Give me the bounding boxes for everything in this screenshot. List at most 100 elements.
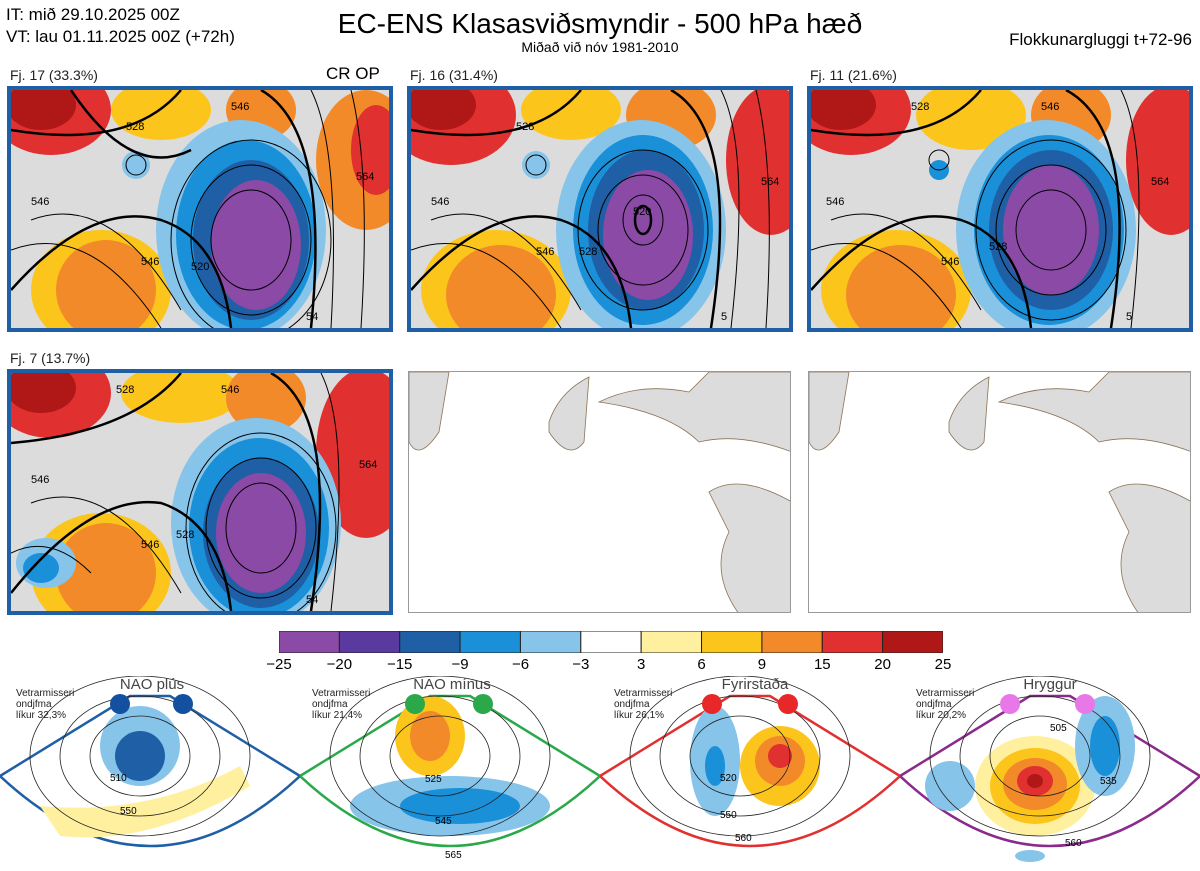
cluster-map-2: 528 546 546 564 520 528 5 [411,90,789,328]
regime-map-2: 525 545 565 [300,676,600,861]
contour-label: 520 [191,261,209,273]
contour-label: 546 [826,196,844,208]
colorbar-tick-label: −6 [511,656,530,673]
contour-label: 5 [1126,311,1132,323]
colorbar-swatch [278,630,340,654]
colorbar-swatch [821,630,884,654]
regime-contour: 560 [735,833,752,844]
cluster-panel-2[interactable]: 528 546 546 564 520 528 5 [407,86,793,332]
contour-label: 546 [221,384,239,396]
contour-label: 5 [721,311,727,323]
regime-contour: 560 [1065,838,1082,849]
regime-contour: 565 [445,850,462,861]
regime-title: Hryggur [1023,676,1077,693]
colorbar-tick-label: −20 [326,656,353,673]
colorbar-swatch [701,630,763,654]
valid-time: VT: lau 01.11.2025 00Z (+72h) [6,27,235,46]
contour-label: 546 [31,196,49,208]
page-subtitle: Miðað við nóv 1981-2010 [521,39,679,55]
regime-nao-minus[interactable]: 525 545 565 NAO mínus Vetrarmisseri ondjf… [300,676,600,871]
regime-title: Fyrirstaða [721,676,789,693]
empty-panel-6 [808,371,1191,613]
colorbar-swatch [519,630,582,654]
contour-label: 564 [359,459,377,471]
colorbar-swatch [761,630,823,654]
regime-note: Vetrarmisseri ondjfma líkur 26,1% [614,688,673,721]
colorbar-tick-label: 3 [637,656,646,673]
regime-contour: 510 [110,773,127,784]
contour-label: 528 [989,241,1007,253]
contour-label: 528 [579,246,597,258]
contour-label: 54 [306,311,318,323]
empty-map-6 [809,372,1190,612]
init-time: IT: mið 29.10.2025 00Z [6,5,180,24]
contour-label: 546 [431,196,449,208]
contour-label: 520 [633,206,651,218]
contour-label: 546 [141,256,159,268]
colorbar-swatch [338,630,401,654]
colorbar-tick-label: −9 [451,656,469,673]
window-label: Flokkunargluggi t+72-96 [1009,30,1192,49]
empty-panel-5 [408,371,791,613]
cluster-panel-1[interactable]: 528 546 546 564 520 546 54 [7,86,393,332]
colorbar-tick-label: 6 [697,656,706,673]
regime-map-4: 505 535 560 [900,676,1200,862]
regime-note: Vetrarmisseri ondjfma líkur 20,2% [916,688,975,721]
regime-map-3: 520 550 560 [600,676,900,848]
regime-title: NAO mínus [413,676,491,693]
regime-contour: 535 [1100,776,1117,787]
page-title: EC-ENS Klasasviðsmyndir - 500 hPa hæð [337,8,863,39]
colorbar-swatch [399,630,461,654]
colorbar-tick-label: −25 [266,656,292,673]
regime-note: Vetrarmisseri ondjfma líkur 21,4% [312,688,371,721]
panel-2-label: Fj. 16 (31.4%) [410,67,498,83]
colorbar-tick-label: −15 [386,656,413,673]
colorbar-tick-label: 20 [874,656,891,673]
cluster-map-4: 528 546 546 564 528 546 54 [11,373,389,611]
panel-3-label: Fj. 11 (21.6%) [810,67,897,83]
contour-label: 546 [1041,101,1059,113]
cluster-panel-3[interactable]: 528 546 546 564 528 546 5 [807,86,1193,332]
colorbar-swatches [278,630,944,654]
cluster-panel-4[interactable]: 528 546 546 564 528 546 54 [7,369,393,615]
contour-label: 528 [911,101,929,113]
panel-1-extra: CR OP [326,64,380,83]
panel-1-label: Fj. 17 (33.3%) [10,67,98,83]
contour-label: 528 [516,121,534,133]
regime-contour: 525 [425,774,442,785]
regime-contour: 505 [1050,723,1067,734]
regime-contour: 520 [720,773,737,784]
regime-title: NAO plús [119,676,185,693]
contour-label: 528 [176,529,194,541]
colorbar-labels: −25 −20 −15 −9 −6 −3 3 6 9 15 20 25 [259,656,963,676]
contour-label: 564 [356,171,374,183]
colorbar [278,630,944,658]
empty-map-5 [409,372,790,612]
colorbar-tick-label: 25 [934,656,952,673]
colorbar-tick-label: −3 [572,656,590,673]
contour-label: 546 [31,474,49,486]
regime-contour: 545 [435,816,452,827]
regime-nao-plus[interactable]: 510 550 NAO plús Vetrarmisseri ondjfma lík… [0,676,300,871]
cluster-map-1: 528 546 546 564 520 546 54 [11,90,389,328]
panel-4-label: Fj. 7 (13.7%) [10,350,91,366]
regime-map-1: 510 550 [0,676,300,848]
colorbar-tick-label: 9 [757,656,767,673]
colorbar-swatch [580,630,642,654]
colorbar-swatch [640,630,703,654]
colorbar-swatch [882,630,944,654]
regime-blocking[interactable]: 520 550 560 Fyrirstaða Vetrarmisseri ondj… [600,676,900,871]
colorbar-tick-label: 15 [813,656,831,673]
colorbar-swatch [459,630,521,654]
contour-label: 546 [231,101,249,113]
regime-note: Vetrarmisseri ondjfma líkur 32,3% [16,688,75,721]
contour-label: 546 [141,539,159,551]
contour-label: 528 [126,121,144,133]
regime-contour: 550 [720,810,737,821]
contour-label: 546 [536,246,554,258]
cluster-map-3: 528 546 546 564 528 546 5 [811,90,1189,328]
regime-ridge[interactable]: 505 535 560 Hryggur Vetrarmisseri ondjfma… [900,676,1200,871]
contour-label: 564 [1151,176,1169,188]
contour-label: 528 [116,384,134,396]
contour-label: 564 [761,176,779,188]
